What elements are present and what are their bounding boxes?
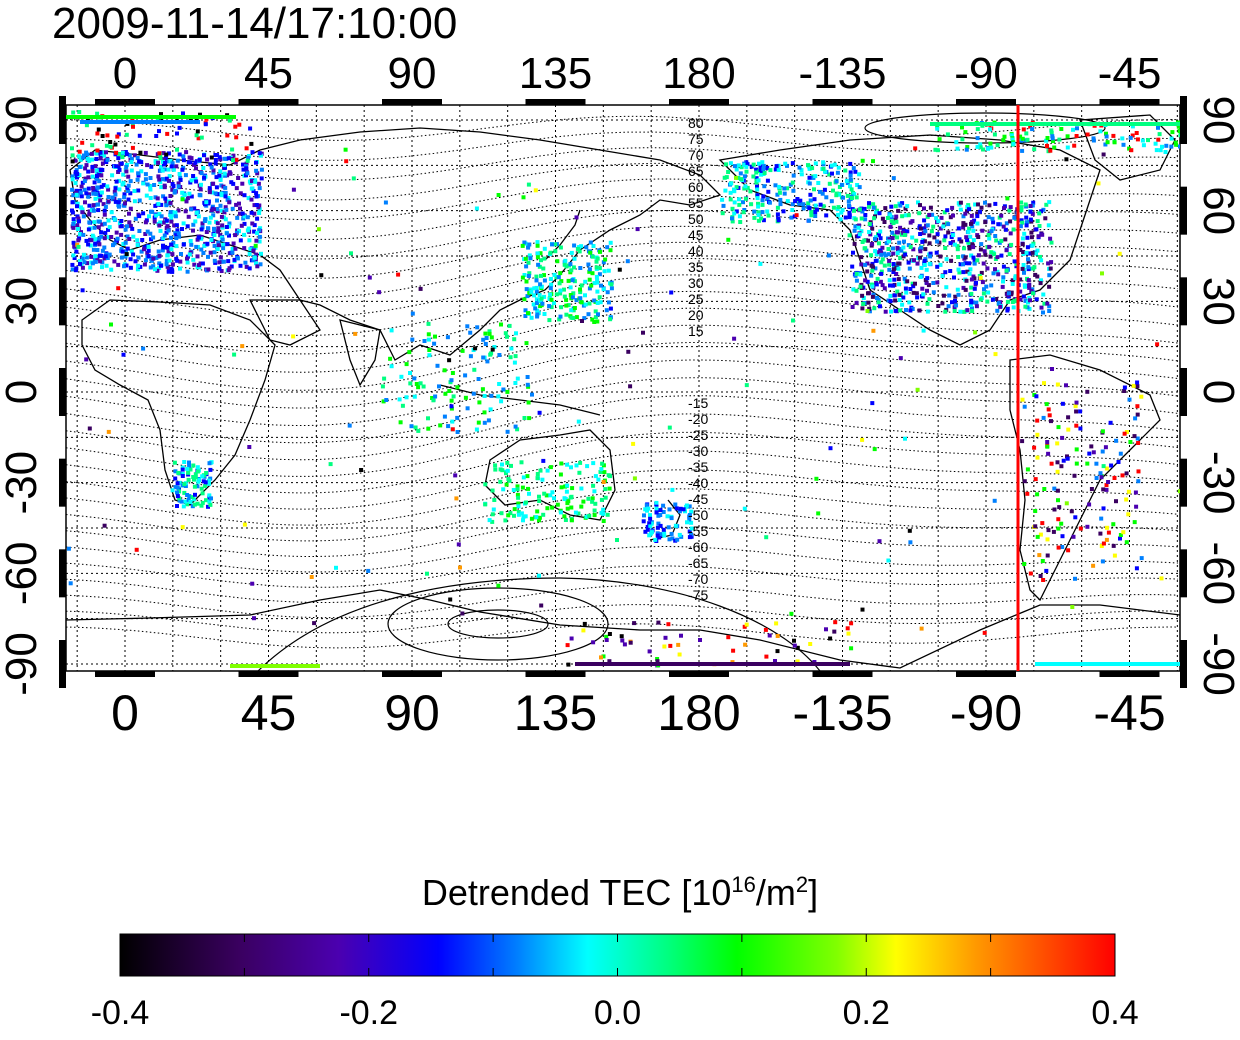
lon-tick-label: -45: [1098, 49, 1162, 98]
colorbar-tick-labels: -0.4 -0.2 0.0 0.2 0.4: [91, 994, 1139, 1032]
lon-tick-label: 135: [514, 685, 597, 741]
lon-tick-label: 90: [388, 49, 437, 98]
contour-label: -45: [688, 491, 708, 507]
tec-observations: [66, 110, 1180, 668]
contour-label: 50: [688, 211, 704, 227]
lat-tick-label: 60: [0, 186, 46, 235]
magnetic-latitude-contours: [66, 115, 1179, 649]
lat-tick-label: 90: [0, 96, 46, 145]
colorbar-tick-label: 0.4: [1091, 994, 1138, 1032]
colorbar: -0.4 -0.2 0.0 0.2 0.4: [91, 933, 1139, 1032]
contour-label: 35: [688, 259, 704, 275]
contour-label: -35: [688, 459, 708, 475]
lon-tick-label: 45: [244, 49, 293, 98]
lat-tick-label: -30: [0, 451, 46, 515]
lat-tick-label: -60: [1194, 542, 1240, 606]
contour-label: 20: [688, 307, 704, 323]
lat-tick-label: 90: [1194, 96, 1240, 145]
contour-label: -30: [688, 443, 708, 459]
right-latitude-labels: 90 60 30 0 -30 -60 -90: [1194, 96, 1240, 696]
lon-tick-label: -90: [954, 49, 1018, 98]
colorbar-tick-label: -0.4: [91, 994, 150, 1032]
contour-label: -70: [688, 571, 708, 587]
contour-label: 55: [688, 195, 704, 211]
lat-tick-label: 30: [0, 277, 46, 326]
left-latitude-labels: 90 60 30 0 -30 -60 -90: [0, 96, 46, 696]
lon-tick-label: 180: [657, 685, 740, 741]
contour-label: 60: [688, 179, 704, 195]
lat-tick-label: -90: [1194, 632, 1240, 696]
contour-label: 15: [688, 323, 704, 339]
contour-label: 30: [688, 275, 704, 291]
lon-tick-label: 45: [241, 685, 297, 741]
lon-tick-label: 0: [113, 49, 137, 98]
contour-label: 70: [688, 147, 704, 163]
lat-tick-label: 30: [1194, 277, 1240, 326]
contour-label: -60: [688, 539, 708, 555]
contour-label: -65: [688, 555, 708, 571]
contour-label: -50: [688, 507, 708, 523]
contour-label: -55: [688, 523, 708, 539]
timestamp-title: 2009-11-14/17:10:00: [52, 0, 458, 48]
contour-label: 65: [688, 163, 704, 179]
axis-tick-bars: [59, 96, 1187, 688]
contour-label: -20: [688, 411, 708, 427]
contour-label: -15: [688, 395, 708, 411]
lat-tick-label: 0: [1194, 380, 1240, 404]
polar-contours: [257, 112, 1106, 671]
lon-tick-label: 135: [519, 49, 592, 98]
lat-tick-label: -60: [0, 542, 46, 606]
lon-tick-label: -45: [1093, 685, 1165, 741]
contour-label: 75: [688, 131, 704, 147]
contour-label: 45: [688, 227, 704, 243]
contour-label: -40: [688, 475, 708, 491]
map-plot: 8075706560555045403530252015-15-20-25-30…: [0, 49, 1240, 741]
lat-tick-label: 0: [0, 380, 46, 404]
lat-tick-label: -30: [1194, 451, 1240, 515]
colorbar-ticks: [119, 934, 1116, 976]
colorbar-tick-label: 0.2: [843, 994, 890, 1032]
lon-tick-label: 0: [111, 685, 139, 741]
colorbar-title: Detrended TEC [1016/m2]: [421, 872, 819, 913]
lat-tick-label: -90: [0, 632, 46, 696]
contour-label: 40: [688, 243, 704, 259]
colorbar-tick-label: -0.2: [339, 994, 398, 1032]
lon-tick-label: -90: [950, 685, 1022, 741]
lat-tick-label: 60: [1194, 186, 1240, 235]
contour-label: -25: [688, 427, 708, 443]
top-longitude-labels: 0 45 90 135 180 -135 -90 -45: [113, 49, 1162, 98]
lon-tick-label: 90: [384, 685, 440, 741]
lon-tick-label: -135: [798, 49, 886, 98]
colorbar-tick-label: 0.0: [594, 994, 641, 1032]
bottom-longitude-labels: 0 45 90 135 180 -135 -90 -45: [111, 685, 1166, 741]
contour-label: 80: [688, 115, 704, 131]
contour-label: 25: [688, 291, 704, 307]
lon-tick-label: 180: [662, 49, 735, 98]
contour-label: -75: [688, 587, 708, 603]
lon-tick-label: -135: [792, 685, 892, 741]
